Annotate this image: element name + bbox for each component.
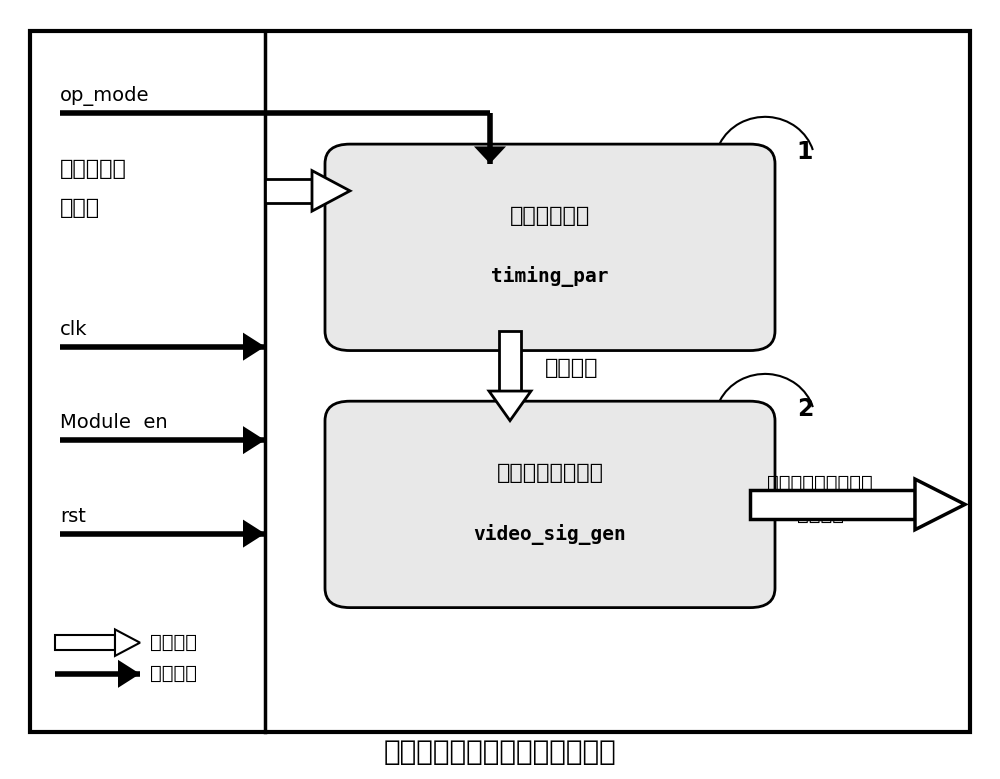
Polygon shape xyxy=(489,391,531,421)
Text: rst: rst xyxy=(60,507,86,526)
Text: Module  en: Module en xyxy=(60,414,168,432)
Text: 行场同步信号及数据: 行场同步信号及数据 xyxy=(767,474,873,492)
Polygon shape xyxy=(115,629,140,656)
Bar xyxy=(750,490,915,520)
Text: 时序参数模块: 时序参数模块 xyxy=(510,206,590,226)
Bar xyxy=(55,635,115,650)
Bar xyxy=(265,179,312,203)
Text: 分辨率可调的行场信号产生装置: 分辨率可调的行场信号产生装置 xyxy=(384,738,616,766)
Polygon shape xyxy=(243,426,265,454)
FancyBboxPatch shape xyxy=(30,31,970,732)
Text: 数据信号: 数据信号 xyxy=(150,633,197,652)
FancyBboxPatch shape xyxy=(325,401,775,608)
Text: 使能信号: 使能信号 xyxy=(796,505,844,523)
Bar xyxy=(499,331,521,391)
Text: video_sig_gen: video_sig_gen xyxy=(474,523,626,545)
Text: 外部输入行: 外部输入行 xyxy=(60,159,127,179)
Text: op_mode: op_mode xyxy=(60,86,150,106)
Text: 控制信号: 控制信号 xyxy=(150,664,197,683)
Polygon shape xyxy=(474,146,506,164)
Text: 行场信号产生模块: 行场信号产生模块 xyxy=(496,464,604,483)
Polygon shape xyxy=(915,479,965,530)
Text: clk: clk xyxy=(60,320,88,339)
Text: 场参数: 场参数 xyxy=(60,198,100,218)
Polygon shape xyxy=(312,171,350,211)
Polygon shape xyxy=(243,333,265,361)
Text: 行场参数: 行场参数 xyxy=(545,358,598,378)
Text: 1: 1 xyxy=(797,140,813,164)
Text: timing_par: timing_par xyxy=(491,266,609,287)
Polygon shape xyxy=(243,520,265,548)
Polygon shape xyxy=(118,660,140,688)
Text: 2: 2 xyxy=(797,397,813,421)
FancyBboxPatch shape xyxy=(325,144,775,351)
